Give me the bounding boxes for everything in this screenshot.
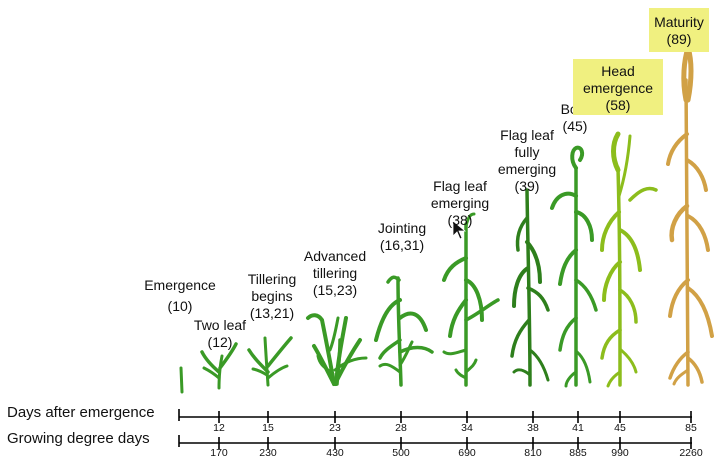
gdd-tick-label: 230 [259, 447, 277, 459]
stage-name-line: begins [251, 288, 293, 304]
plant-head-emergence [600, 131, 658, 388]
stage-name-line: Flag leaf [433, 178, 487, 194]
days-tick-label: 34 [461, 422, 473, 434]
stage-code: (13,21) [249, 305, 295, 321]
plant-maturity [666, 33, 714, 387]
stage-code: (38) [447, 212, 473, 228]
stage-name-line: Advanced [303, 248, 367, 264]
days-tick-label: 41 [572, 422, 584, 434]
plant-emergence [179, 366, 184, 394]
stage-code: (45) [562, 118, 588, 134]
stage-name: Jointing [377, 220, 427, 236]
days-tick-label: 15 [262, 422, 274, 434]
stage-name-line: emerging [497, 161, 557, 177]
stage-name: Emergence [144, 277, 216, 293]
mouse-pointer-icon [452, 220, 467, 240]
stage-label-flag-leaf-fully-emerging: Flag leaf fully emerging (39) [490, 127, 564, 195]
stage-label-emergence: Emergence (10) [140, 277, 220, 315]
stage-name-line: emergence [582, 80, 654, 96]
plant-flag-leaf-fully-emerging [510, 188, 550, 387]
gdd-tick-label: 810 [524, 447, 542, 459]
plant-two-leaf [200, 342, 238, 390]
stage-label-maturity: Maturity (89) [649, 8, 709, 52]
stage-code: (15,23) [312, 282, 358, 298]
stage-code: (89) [666, 31, 692, 47]
stage-name-line: fully [514, 144, 540, 160]
plant-advanced-tillering [306, 313, 368, 386]
stage-code: (58) [605, 97, 631, 113]
days-axis-title: Days after emergence [7, 404, 155, 421]
gdd-axis-title: Growing degree days [7, 430, 150, 447]
gdd-tick-label: 430 [326, 447, 344, 459]
gdd-tick-label: 690 [458, 447, 476, 459]
stage-name-line: Head [601, 63, 635, 79]
stage-label-advanced-tillering: Advanced tillering (15,23) [296, 248, 374, 299]
plant-illustrations [179, 33, 714, 394]
plant-flag-leaf-emerging [442, 212, 500, 387]
days-tick-label: 45 [614, 422, 626, 434]
gdd-tick-label: 500 [392, 447, 410, 459]
stage-code: (16,31) [379, 237, 425, 253]
stage-label-two-leaf: Two leaf (12) [185, 317, 255, 351]
stage-name-line: emerging [430, 195, 490, 211]
gdd-tick-label: 170 [210, 447, 228, 459]
days-tick-label: 12 [213, 422, 225, 434]
stage-code: (10) [167, 298, 193, 314]
stage-name: Two leaf [193, 317, 247, 333]
stage-name-line: tillering [312, 265, 358, 281]
plant-jointing [374, 275, 434, 387]
stage-name-line: Flag leaf [500, 127, 554, 143]
days-tick-label: 28 [395, 422, 407, 434]
stage-code: (39) [514, 178, 540, 194]
stage-label-flag-leaf-emerging: Flag leaf emerging (38) [422, 178, 498, 229]
stage-label-head-emergence: Head emergence (58) [573, 59, 663, 115]
gdd-tick-label: 2260 [679, 447, 703, 459]
days-tick-label: 23 [329, 422, 341, 434]
gdd-tick-label: 885 [569, 447, 587, 459]
days-axis [178, 409, 692, 421]
plant-tillering-begins [247, 336, 293, 387]
days-tick-label: 38 [527, 422, 539, 434]
stage-name-line: Tillering [247, 271, 297, 287]
gdd-tick-label: 990 [611, 447, 629, 459]
stage-label-tillering-begins: Tillering begins (13,21) [236, 271, 308, 322]
stage-code: (12) [207, 334, 233, 350]
stage-label-jointing: Jointing (16,31) [366, 220, 438, 254]
gdd-axis [178, 435, 692, 447]
stage-name: Maturity [654, 14, 704, 30]
days-tick-label: 85 [685, 422, 697, 434]
plant-boot [550, 145, 598, 388]
